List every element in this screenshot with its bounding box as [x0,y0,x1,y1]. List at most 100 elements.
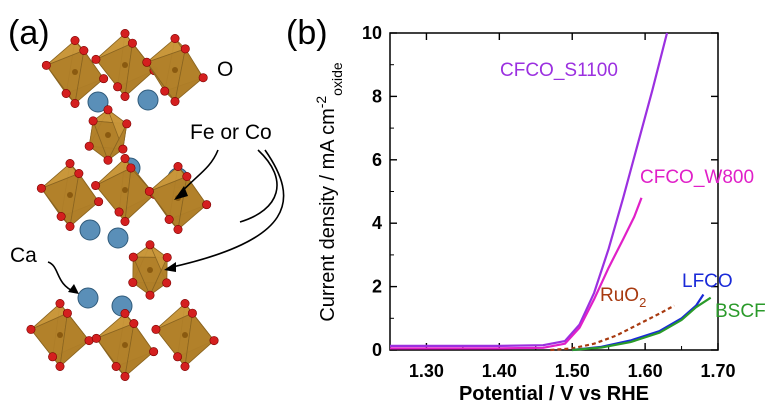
oxygen-atom [173,162,183,172]
annotation-arrows [47,149,285,294]
oxygen-atom [61,88,71,98]
oxygen-atom [170,97,180,107]
octahedron [84,105,132,165]
calcium-atom [87,91,109,113]
oxygen-atom [88,116,98,126]
y-axis-ticks: 0 2 4 6 8 10 [362,23,718,360]
oxygen-atom [65,222,75,232]
fe-co-arrowhead-long-2 [164,262,176,272]
octahedron-face [107,123,128,161]
octahedron-face [124,167,155,223]
oxygen-atom [114,207,124,217]
b-site-atom [147,267,153,273]
octahedron-face [174,47,204,103]
b-site-atom [105,132,111,138]
series-lines [390,32,712,352]
oxygen-atom [127,38,137,48]
oxygen-atom [84,141,94,151]
series-line-cfco-s1100 [390,32,669,347]
oxygen-atom [36,183,46,193]
x-tick-label: 1.60 [628,361,663,381]
b-site-atom [72,69,78,75]
calcium-atom [79,219,101,241]
fe-co-arrow-long-2 [167,149,285,269]
oxygen-atom [48,352,58,362]
oxygen-atom [182,172,192,182]
series-line-ruo [550,304,675,352]
oxygen-atom [55,298,65,308]
b-site-atom [182,332,188,338]
oxygen-atom [162,278,172,288]
octahedron [91,308,159,381]
y-axis-title-main: Current density / mA cm [317,108,339,321]
octahedron [26,298,94,371]
oxygen-atom [103,155,113,165]
b-site-atom [122,62,128,68]
octahedron-face [124,322,155,378]
oxygen-atom [120,28,130,38]
x-tick-label: 1.40 [482,361,517,381]
oxygen-atom [99,74,109,84]
oxygen-atom [128,278,138,288]
oxygen-atom [120,154,130,164]
panel-b-label: (b) [286,14,328,52]
oxygen-atom [209,336,219,346]
b-site-atom [122,342,128,348]
oxygen-atom [55,361,65,371]
b-site-atom [122,187,128,193]
x-axis-ticks: 1.30 1.40 1.50 1.60 1.70 [389,33,736,381]
x-tick-label: 1.70 [700,361,735,381]
oxygen-atom [120,92,130,102]
octahedron [41,35,109,109]
oxygen-atom [164,214,174,224]
b-site-atom [172,67,178,73]
b-site-atom [67,192,73,198]
ca-arrow [47,261,76,293]
oxygen-atom [26,324,36,334]
oxygen-atom [91,333,101,343]
octahedron [36,159,104,232]
octahedron-face [124,42,155,98]
oxygen-atom [91,181,101,191]
oxygen-atom [120,371,130,381]
oxygen-atom [151,324,161,334]
series-label-ruo2-sub: 2 [639,295,646,310]
octahedron [128,240,172,300]
oxygen-atom [91,54,101,64]
oxygen-atom [149,347,159,357]
series-label-cfco-w800: CFCO_W800 [640,167,754,188]
calcium-atom [77,287,99,309]
x-axis-title: Potential / V vs RHE [459,383,649,405]
oxygen-atom [180,44,190,54]
oxygen-atom [129,319,139,329]
oxygen-atom [187,308,197,318]
y-axis-title-sub: oxide [329,62,345,96]
fe-co-arrow-long-1 [239,149,278,223]
oxygen-atom [144,186,154,196]
series-line-bscf [572,296,712,352]
calcium-atom [107,227,129,249]
oxygen-atom [111,361,121,371]
oxygen-atom [160,86,170,96]
oxygen-atom [103,105,113,115]
x-tick-label: 1.30 [409,361,444,381]
panel-a-label: (a) [8,14,50,52]
y-axis-title-sup: -2 [313,96,329,109]
chart: 1.30 1.40 1.50 1.60 1.70 0 2 4 6 8 10 Potential /… [313,23,766,405]
series-label-ruo2-main: RuO [600,285,639,306]
oxygen-atom [173,352,183,362]
oxygen-atom [145,240,155,250]
oxygen-atom [173,225,183,235]
oxygen-atom [62,308,72,318]
calcium-atom [137,89,159,111]
oxygen-atom [180,361,190,371]
oxygen-atom [126,163,136,173]
octahedron-face [59,312,90,368]
y-axis-title: Current density / mA cm-2oxide [313,62,345,322]
octahedron [142,33,208,107]
oxygen-atom [170,33,180,43]
y-tick-label: 10 [362,23,382,43]
octahedron [91,154,159,227]
